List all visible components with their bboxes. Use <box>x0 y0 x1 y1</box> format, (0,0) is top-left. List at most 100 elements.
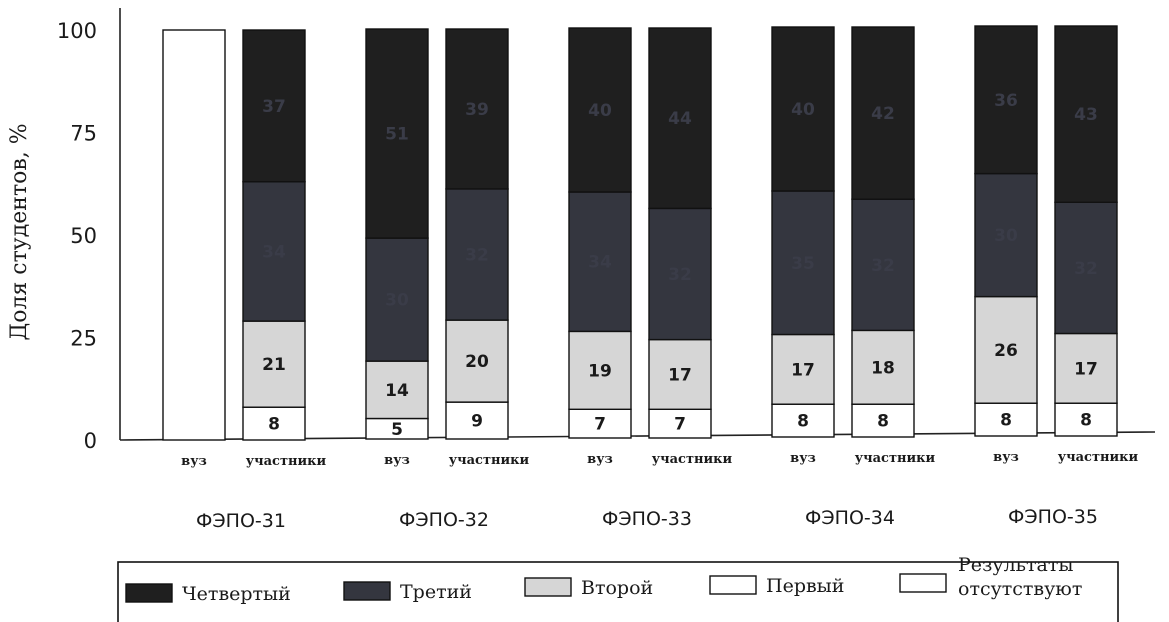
data-label: 26 <box>994 341 1018 361</box>
data-label: 17 <box>1074 359 1098 379</box>
bar-segment-third <box>771 190 835 336</box>
data-label: 8 <box>1080 411 1092 431</box>
group-label: ФЭПО-35 <box>1008 506 1098 528</box>
legend-frame <box>117 561 1119 622</box>
bar-segment-second <box>568 330 632 410</box>
data-label: 8 <box>877 412 889 432</box>
data-label: 18 <box>871 358 895 378</box>
y-axis-title: Доля студентов, % <box>7 123 32 340</box>
data-label: 7 <box>594 415 606 435</box>
group-label: ФЭПО-31 <box>196 510 286 532</box>
bar-segment-missing <box>162 29 226 441</box>
legend-swatch-third <box>343 581 391 601</box>
data-label: 32 <box>668 265 692 285</box>
category-label: участники <box>855 451 936 466</box>
data-label: 39 <box>465 100 489 120</box>
data-label: 30 <box>385 291 409 311</box>
bar-segment-fourth <box>974 25 1038 175</box>
legend-swatch-missing <box>899 573 947 593</box>
legend-swatch-first <box>709 575 757 595</box>
data-label: 32 <box>1074 259 1098 279</box>
data-label: 51 <box>385 125 409 145</box>
category-label: вуз <box>587 452 613 467</box>
data-label: 8 <box>268 415 280 435</box>
bar-segment-third <box>242 180 306 322</box>
bar-segment-third <box>445 188 509 321</box>
legend-swatch-second <box>524 577 572 597</box>
bar-segment-second <box>242 320 306 408</box>
bar-segment-third <box>365 237 429 362</box>
bar-segment-second <box>771 333 835 405</box>
data-label: 36 <box>994 91 1018 111</box>
data-label: 43 <box>1074 105 1098 125</box>
data-label: 32 <box>465 246 489 266</box>
bar-segment-second <box>851 329 915 405</box>
data-label: 7 <box>674 415 686 435</box>
data-label: 20 <box>465 352 489 372</box>
y-tick-label: 75 <box>70 122 97 146</box>
y-tick-label: 100 <box>57 19 97 43</box>
category-label: вуз <box>993 450 1019 465</box>
y-tick-label: 0 <box>84 429 97 453</box>
bar-segment-second <box>1054 332 1118 404</box>
bar-segment-fourth <box>1054 25 1118 204</box>
data-label: 44 <box>668 109 692 129</box>
data-label: 34 <box>588 253 612 273</box>
group-label: ФЭПО-34 <box>805 507 895 529</box>
data-label: 17 <box>668 365 692 385</box>
category-label: вуз <box>181 454 207 469</box>
bar-segment-first <box>851 403 915 438</box>
group-label: ФЭПО-33 <box>602 508 692 530</box>
legend-label: отсутствуют <box>958 578 1082 600</box>
data-label: 37 <box>262 97 286 117</box>
data-label: 34 <box>262 242 286 262</box>
y-tick-label: 25 <box>70 327 97 351</box>
data-label: 40 <box>588 101 612 121</box>
legend-label: Четвертый <box>182 583 291 605</box>
data-label: 35 <box>791 254 815 274</box>
data-label: 21 <box>262 355 286 375</box>
bar-segment-fourth <box>771 26 835 192</box>
legend-label: Первый <box>766 575 844 597</box>
data-label: 8 <box>1000 411 1012 431</box>
bar-segment-fourth <box>242 29 306 183</box>
data-label: 8 <box>797 412 809 432</box>
bar-segment-third <box>974 172 1038 298</box>
group-label: ФЭПО-32 <box>399 509 489 531</box>
bar-segment-first <box>445 401 509 440</box>
category-label: участники <box>1058 450 1139 465</box>
data-label: 40 <box>791 100 815 120</box>
y-tick-label: 50 <box>70 224 97 248</box>
bar-segment-fourth <box>365 28 429 239</box>
data-label: 14 <box>385 381 409 401</box>
bar-segment-second <box>365 360 429 420</box>
legend-label: Второй <box>581 577 653 599</box>
bar-segment-third <box>648 207 712 341</box>
legend-label: Результаты <box>958 554 1073 576</box>
bar-segment-fourth <box>568 27 632 193</box>
category-label: участники <box>449 453 530 468</box>
legend-label: Третий <box>400 581 472 603</box>
chart-legend: Четвертый Третий Второй Первый Результатыотс… <box>117 554 1119 622</box>
legend-swatch-fourth <box>125 583 173 603</box>
category-label: участники <box>652 452 733 467</box>
category-label: вуз <box>384 453 410 468</box>
bar-segment-second <box>974 295 1038 404</box>
data-label: 17 <box>791 360 815 380</box>
chart-bars: вуз 8 21 34 37 участники ФЭПО-31 5 14 30 51 вуз 9 20 3… <box>162 25 1139 532</box>
data-label: 42 <box>871 104 895 124</box>
category-label: участники <box>246 454 327 469</box>
data-label: 32 <box>871 256 895 276</box>
bar-segment-first <box>242 406 306 441</box>
data-label: 9 <box>471 412 483 432</box>
bar-segment-fourth <box>648 27 712 210</box>
data-label: 19 <box>588 361 612 381</box>
bar-segment-first <box>568 408 632 439</box>
bar-segment-first <box>771 403 835 438</box>
category-label: вуз <box>790 451 816 466</box>
bar-segment-fourth <box>851 26 915 200</box>
data-label: 5 <box>391 420 403 440</box>
bar-segment-third <box>568 191 632 333</box>
bar-segment-fourth <box>445 28 509 190</box>
